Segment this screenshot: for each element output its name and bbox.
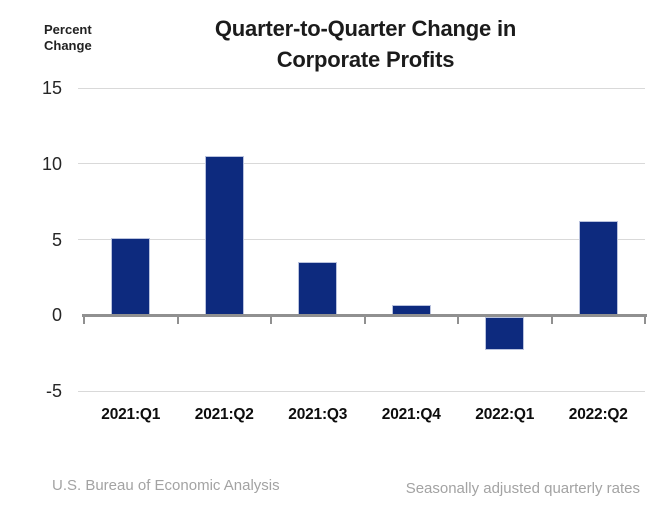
bar-2022:Q2	[578, 221, 618, 316]
x-tick-label: 2021:Q4	[381, 406, 441, 423]
x-tick-label: 2021:Q3	[288, 406, 348, 423]
x-tick-label: 2021:Q1	[101, 406, 161, 423]
x-axis-tick	[83, 316, 85, 324]
bar-2021:Q1	[111, 237, 151, 316]
x-axis-tick	[550, 316, 553, 324]
x-tick-label: 2022:Q2	[568, 406, 628, 423]
x-tick-label: 2021:Q2	[194, 406, 254, 423]
adjustment-note: Seasonally adjusted quarterly rates	[405, 480, 640, 497]
x-axis-tick	[270, 316, 272, 324]
y-tick-label: 5	[51, 229, 62, 250]
gridline-10	[78, 163, 645, 165]
gridline--5	[78, 390, 645, 392]
y-tick-label: 0	[51, 305, 62, 326]
source-note: U.S. Bureau of Economic Analysis	[52, 477, 280, 494]
x-tick-label: 2022:Q1	[475, 406, 535, 423]
y-axis-title: Percent Change	[44, 22, 92, 53]
x-axis-line	[82, 313, 647, 317]
x-axis-tick	[644, 316, 646, 324]
x-axis-tick	[363, 316, 366, 324]
y-tick-label: 10	[41, 153, 62, 174]
chart-title: Quarter-to-Quarter Change in Corporate P…	[214, 16, 517, 72]
gridline-5	[78, 239, 645, 240]
plot-area: 15 10 5 0 -5 2021:Q1 2021:Q2 2021:Q3 2021:Q4 2022…	[42, 78, 647, 423]
x-axis-tick	[457, 316, 459, 324]
gridline-15	[78, 87, 645, 89]
bar-2022:Q1	[485, 316, 525, 351]
bar-2021:Q3	[298, 262, 338, 316]
bar-2021:Q2	[204, 156, 244, 316]
y-tick-label: 15	[41, 78, 62, 98]
x-axis-tick	[176, 316, 179, 324]
y-tick-label: -5	[45, 381, 62, 401]
